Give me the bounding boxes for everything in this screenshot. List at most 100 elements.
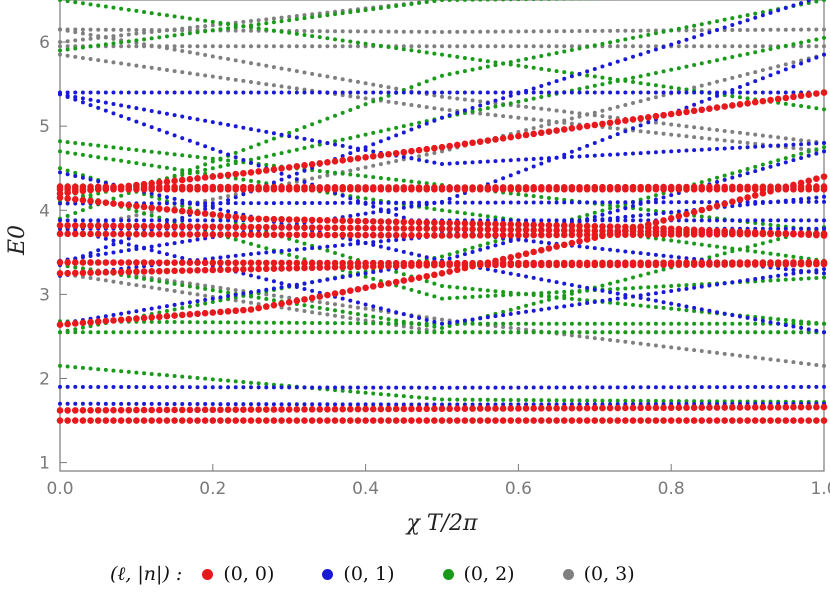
data-point [653, 150, 658, 155]
data-point [508, 397, 513, 402]
data-point [646, 212, 651, 217]
data-point [148, 183, 155, 191]
data-point [119, 193, 124, 198]
data-point [669, 210, 674, 215]
data-point [88, 44, 93, 49]
data-point [797, 183, 805, 191]
data-point [608, 206, 613, 211]
data-point [119, 27, 124, 32]
data-point [652, 219, 660, 226]
data-point [401, 200, 406, 205]
data-point [317, 73, 322, 78]
data-point [79, 230, 87, 238]
data-point [310, 176, 315, 181]
data-point [461, 220, 469, 227]
data-point [270, 223, 278, 231]
data-point [684, 44, 689, 49]
data-point [371, 385, 376, 390]
data-point [96, 58, 101, 63]
data-point [417, 180, 422, 185]
data-point [285, 224, 293, 231]
data-point [148, 406, 155, 414]
data-point [209, 309, 217, 316]
data-point [180, 44, 185, 49]
legend-title: (ℓ, |n|) : [110, 562, 183, 585]
data-point [676, 303, 681, 308]
data-point [683, 226, 690, 233]
legend-entry-0-1: (0, 1) [322, 563, 395, 585]
data-point [631, 398, 635, 403]
data-point [531, 398, 536, 403]
data-point [638, 273, 643, 278]
data-point [530, 417, 537, 424]
data-point [163, 259, 171, 266]
data-point [126, 274, 131, 279]
data-point [58, 218, 62, 223]
data-point [646, 321, 651, 326]
data-point [310, 144, 315, 149]
data-point [163, 206, 171, 213]
data-point [110, 417, 117, 424]
data-point [814, 27, 819, 32]
data-point [508, 114, 513, 119]
data-point [470, 98, 475, 103]
data-point [791, 254, 796, 259]
data-point [148, 259, 155, 266]
data-point [507, 405, 515, 412]
data-point [745, 330, 750, 335]
data-point [538, 405, 545, 412]
data-point [507, 259, 515, 267]
data-point [371, 210, 376, 215]
data-point [80, 152, 85, 157]
data-point [171, 183, 178, 191]
data-point [432, 201, 437, 206]
data-point [172, 373, 177, 378]
data-point [348, 310, 353, 315]
data-point [631, 294, 635, 299]
data-point [690, 259, 698, 267]
data-point [324, 417, 331, 424]
data-point [776, 199, 781, 204]
legend-label: (0, 2) [463, 563, 515, 585]
data-point [301, 406, 308, 413]
data-point [103, 42, 108, 47]
data-point [80, 208, 85, 213]
data-point [378, 139, 383, 144]
data-point [652, 404, 660, 412]
data-point [218, 330, 223, 335]
data-point [340, 253, 345, 258]
data-point [675, 212, 683, 220]
data-point [180, 283, 185, 288]
data-point [767, 259, 774, 266]
data-point [409, 127, 414, 132]
data-point [432, 118, 437, 123]
data-point [217, 223, 224, 231]
data-point [355, 90, 360, 95]
data-point [600, 288, 605, 293]
data-point [294, 135, 299, 140]
data-point [171, 267, 178, 275]
data-point [797, 92, 805, 100]
data-point [134, 385, 139, 390]
data-point [348, 78, 353, 83]
data-point [768, 278, 773, 283]
data-point [478, 397, 483, 402]
data-point [226, 385, 231, 390]
data-point [218, 20, 223, 25]
data-point [438, 184, 446, 191]
data-point [302, 13, 307, 18]
data-point [760, 44, 765, 49]
data-point [745, 218, 750, 223]
data-point [217, 266, 224, 274]
data-point [80, 55, 85, 60]
data-point [172, 44, 177, 49]
data-point [814, 218, 819, 223]
data-point [667, 259, 675, 267]
data-point [56, 407, 64, 414]
data-point [585, 29, 590, 33]
data-point [600, 138, 605, 143]
data-point [255, 259, 262, 267]
data-point [524, 303, 529, 308]
data-point [554, 155, 559, 160]
data-point [478, 213, 483, 218]
